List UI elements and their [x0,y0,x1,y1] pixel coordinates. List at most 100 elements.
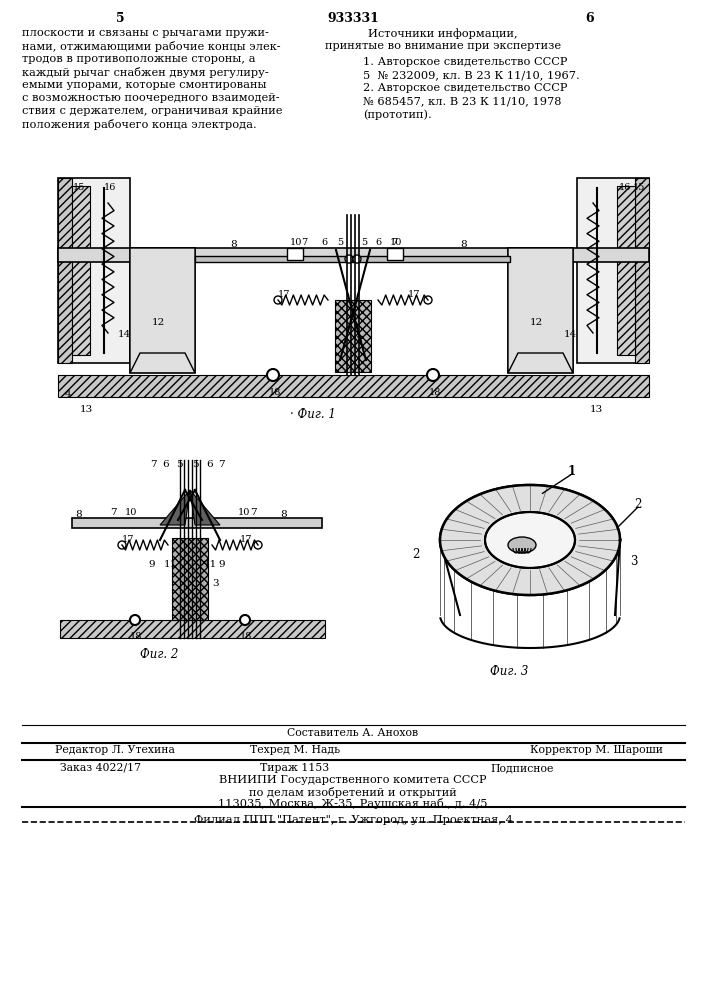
Text: 7: 7 [391,238,397,247]
Text: 5: 5 [116,12,124,25]
Bar [635,178,649,363]
Polygon shape [160,490,190,525]
Text: 17: 17 [408,290,421,299]
Text: 7: 7 [150,460,157,469]
Text: 17: 17 [122,535,134,544]
Bar [58,375,649,397]
Bar [60,620,325,638]
Text: 5  № 232009, кл. В 23 К 11/10, 1967.: 5 № 232009, кл. В 23 К 11/10, 1967. [363,70,580,80]
Text: 113035, Москва, Ж-35, Раушская наб., д. 4/5: 113035, Москва, Ж-35, Раушская наб., д. … [218,798,488,809]
Bar [58,248,649,262]
Text: 1. Авторское свидетельство СССР: 1. Авторское свидетельство СССР [363,57,568,67]
Bar [617,186,635,355]
Text: 15: 15 [633,183,645,192]
Bar [72,518,322,528]
Polygon shape [485,512,575,568]
Bar [72,186,90,355]
Polygon shape [440,485,620,595]
Text: 18: 18 [240,632,252,641]
Text: 18: 18 [429,388,441,397]
Text: 7: 7 [250,508,257,517]
Text: 933331: 933331 [327,12,379,25]
Text: 13: 13 [590,405,603,414]
Bar [58,375,649,397]
Bar [172,538,208,620]
Text: 14: 14 [564,330,577,339]
Text: 10: 10 [390,238,402,247]
Text: 6: 6 [321,238,327,247]
Text: Составитель А. Анохов: Составитель А. Анохов [288,728,419,738]
Text: 10: 10 [125,508,137,517]
Polygon shape [130,248,195,373]
Text: по делам изобретений и открытий: по делам изобретений и открытий [249,787,457,798]
Polygon shape [190,490,220,525]
Text: 8: 8 [280,510,286,519]
Text: тродов в противоположные стороны, а: тродов в противоположные стороны, а [22,54,255,64]
Circle shape [345,255,353,263]
Text: 5: 5 [192,460,199,469]
Text: емыми упорами, которые смонтированы: емыми упорами, которые смонтированы [22,80,267,90]
Text: · Фиг. 1: · Фиг. 1 [290,408,336,421]
Text: принятые во внимание при экспертизе: принятые во внимание при экспертизе [325,41,561,51]
Text: 17: 17 [278,290,291,299]
Text: 6: 6 [585,12,595,25]
Text: 16: 16 [619,183,631,192]
Bar [577,178,649,363]
Bar [172,538,208,620]
Text: 4: 4 [65,390,71,399]
Text: Тираж 1153: Тираж 1153 [260,763,329,773]
Text: положения рабочего конца электрода.: положения рабочего конца электрода. [22,119,257,130]
Text: 3: 3 [212,579,218,588]
Text: Фиг. 2: Фиг. 2 [140,648,178,661]
Bar [58,178,130,363]
Circle shape [130,615,140,625]
Bar [58,178,72,363]
Text: Заказ 4022/17: Заказ 4022/17 [60,763,141,773]
Circle shape [267,369,279,381]
Text: 17: 17 [240,535,252,544]
Text: Источники информации,: Источники информации, [368,28,518,39]
Text: 18: 18 [130,632,142,641]
Text: 6: 6 [206,460,213,469]
Bar [60,620,325,638]
Text: 9: 9 [218,560,225,569]
Text: 2: 2 [634,498,642,511]
Text: 11: 11 [164,560,177,569]
Text: 1: 1 [568,465,576,478]
Text: ВНИИПИ Государственного комитета СССР: ВНИИПИ Государственного комитета СССР [219,775,486,785]
Text: 14: 14 [118,330,132,339]
Text: 2: 2 [412,548,419,561]
Text: 5: 5 [176,460,182,469]
Bar [387,248,403,260]
Text: 12: 12 [151,318,165,327]
Text: 3: 3 [630,555,638,568]
Text: (прототип).: (прототип). [363,109,432,120]
Text: 7: 7 [218,460,225,469]
Text: 6: 6 [162,460,169,469]
Text: 7: 7 [301,238,308,247]
Bar [287,248,303,260]
Circle shape [424,296,432,304]
Text: Фиг. 3: Фиг. 3 [490,665,528,678]
Text: 11: 11 [204,560,217,569]
Text: 16: 16 [104,183,117,192]
Text: 8: 8 [230,240,237,249]
Bar [508,248,573,373]
Circle shape [274,296,282,304]
Text: нами, отжимающими рабочие концы элек-: нами, отжимающими рабочие концы элек- [22,41,281,52]
Circle shape [427,369,439,381]
Bar [635,178,649,363]
Bar [617,186,635,355]
Text: 15: 15 [73,183,86,192]
Polygon shape [508,248,573,373]
Circle shape [353,255,361,263]
Text: № 685457, кл. В 23 К 11/10, 1978: № 685457, кл. В 23 К 11/10, 1978 [363,96,561,106]
Text: 13: 13 [80,405,93,414]
Text: 2. Авторское свидетельство СССР: 2. Авторское свидетельство СССР [363,83,568,93]
Text: 18: 18 [269,388,281,397]
Circle shape [118,541,126,549]
Bar [58,178,72,363]
Ellipse shape [508,537,536,553]
Text: 8: 8 [460,240,467,249]
Text: ствия с держателем, ограничивая крайние: ствия с держателем, ограничивая крайние [22,106,283,116]
